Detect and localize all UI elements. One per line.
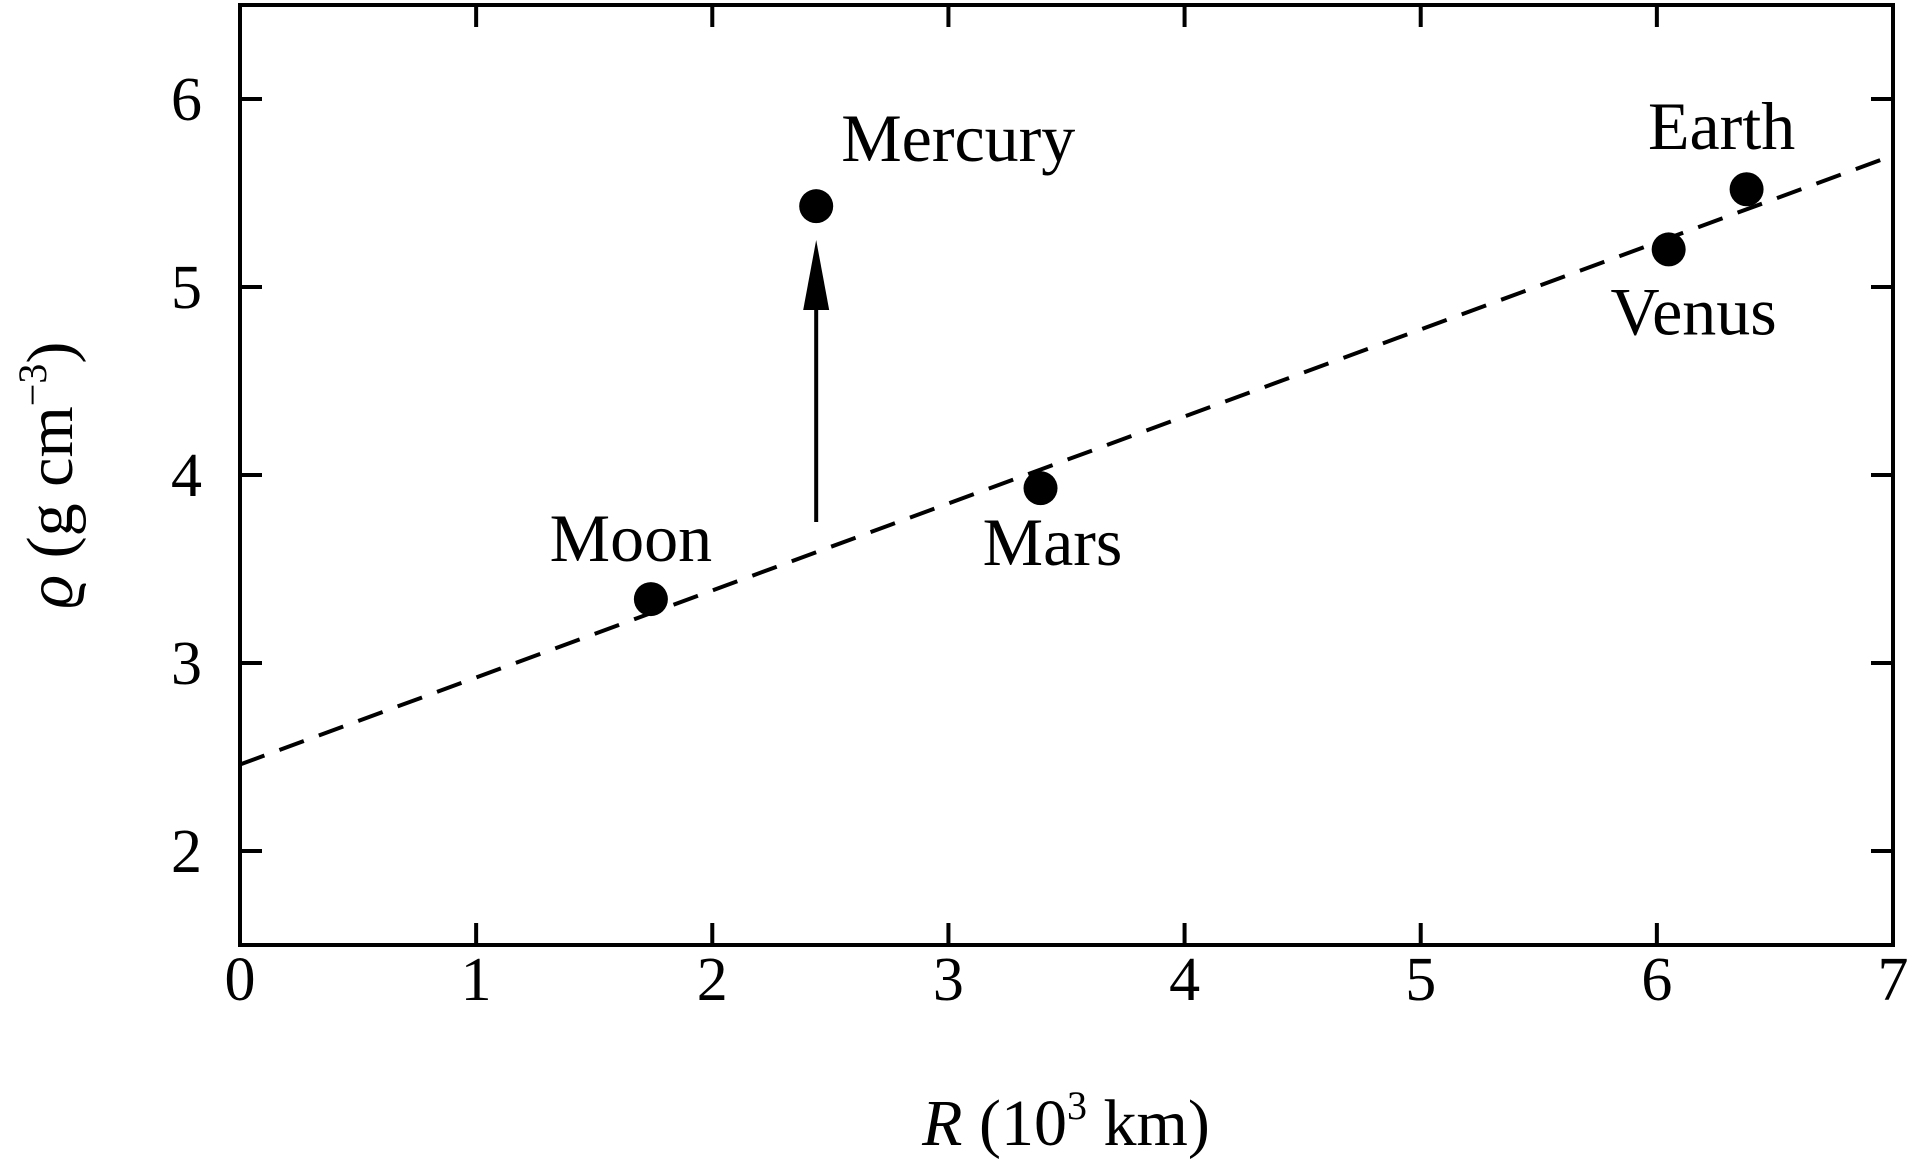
x-tick-label: 6	[1641, 946, 1672, 1014]
point-labels: Moon Mercury Mars Venus Earth	[550, 88, 1796, 580]
y-tick-label: 3	[171, 630, 202, 698]
point-label-venus: Venus	[1611, 273, 1777, 349]
x-tick-label: 2	[697, 946, 728, 1014]
x-tick-label: 7	[1878, 946, 1909, 1014]
y-tick-label: 4	[171, 442, 202, 510]
x-tick-label: 5	[1405, 946, 1436, 1014]
x-axis-ticks: 0 1 2 3 4 5 6 7	[225, 5, 1909, 1014]
y-tick-label: 2	[171, 818, 202, 886]
x-axis-label: R (103 km)	[921, 1083, 1210, 1160]
point-label-earth: Earth	[1648, 88, 1795, 164]
data-point-moon	[633, 582, 668, 617]
trend-line	[240, 153, 1893, 767]
point-label-mercury: Mercury	[841, 100, 1075, 176]
x-tick-label: 1	[461, 946, 492, 1014]
data-point-mercury	[799, 189, 834, 224]
point-label-mars: Mars	[983, 504, 1123, 580]
y-axis-ticks: 2 3 4 5 6	[171, 66, 1893, 886]
point-label-moon: Moon	[550, 500, 712, 576]
data-point-mars	[1023, 471, 1058, 506]
y-tick-label: 5	[171, 254, 202, 322]
data-point-venus	[1651, 232, 1686, 267]
x-tick-label: 3	[933, 946, 964, 1014]
x-tick-label: 4	[1169, 946, 1200, 1014]
annotation-arrow-head	[803, 240, 830, 310]
data-points	[633, 172, 1764, 617]
y-axis-label: ϱ (g cm−3)	[10, 342, 87, 609]
y-tick-label: 6	[171, 66, 202, 134]
x-tick-label: 0	[225, 946, 256, 1014]
data-point-earth	[1729, 172, 1764, 207]
